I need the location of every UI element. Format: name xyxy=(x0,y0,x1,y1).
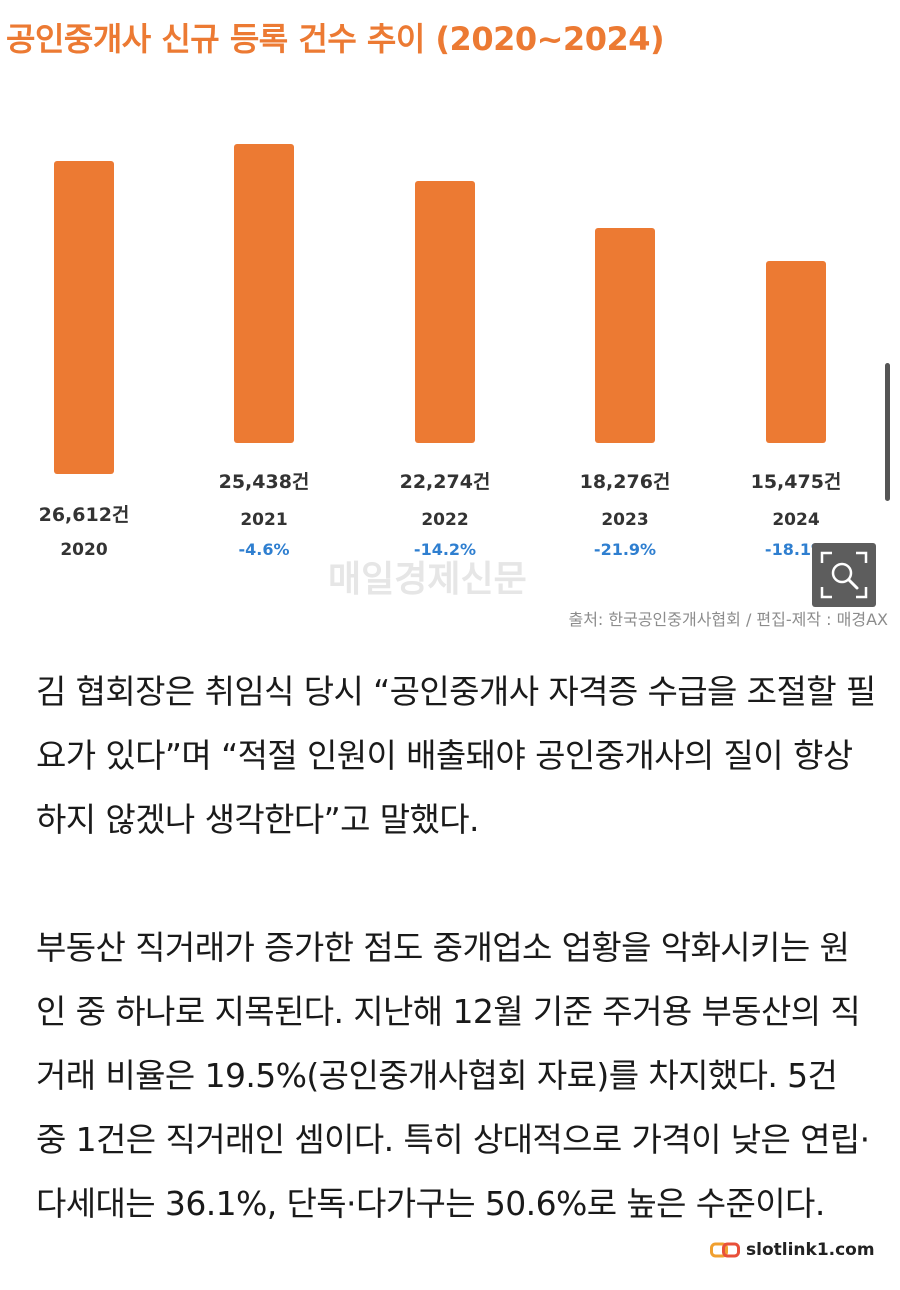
bar-2020 xyxy=(54,161,114,474)
value-label: 25,438건 xyxy=(219,471,310,493)
magnifier-icon xyxy=(820,551,868,599)
value-label: 15,475건 xyxy=(751,471,842,493)
category-label: 2023 xyxy=(601,510,648,530)
chart-source: 출처: 한국공인중개사협회 / 편집-제작 : 매경AX xyxy=(568,610,888,629)
bar-2021 xyxy=(234,144,294,443)
category-label: 2022 xyxy=(421,510,468,530)
value-label: 26,612건 xyxy=(39,504,130,526)
zoom-image-button[interactable] xyxy=(812,543,876,607)
scrollbar-thumb[interactable] xyxy=(885,363,890,501)
change-label: -18.1% xyxy=(765,540,827,559)
category-label: 2021 xyxy=(240,510,287,530)
value-label: 22,274건 xyxy=(400,471,491,493)
category-label: 2024 xyxy=(772,510,819,530)
site-logo: slotlink1.com xyxy=(706,1236,879,1264)
chart-title: 공인중개사 신규 등록 건수 추이 (2020~2024) xyxy=(6,20,665,58)
bar-2023 xyxy=(595,228,655,443)
change-label: -14.2% xyxy=(414,540,476,559)
category-label: 2020 xyxy=(60,540,107,560)
change-label: -4.6% xyxy=(238,540,289,559)
article-paragraph: 부동산 직거래가 증가한 점도 중개업소 업황을 악화시키는 원인 중 하나로 … xyxy=(36,928,870,1223)
change-label: -21.9% xyxy=(594,540,656,559)
value-label: 18,276건 xyxy=(580,471,671,493)
bar-2022 xyxy=(415,181,475,443)
logo-text: slotlink1.com xyxy=(746,1240,875,1260)
bar-2024 xyxy=(766,261,826,443)
watermark-text: 매일경제신문 xyxy=(328,559,527,600)
chain-link-icon xyxy=(710,1242,740,1258)
article-body: 김 협회장은 취임식 당시 “공인중개사 자격증 수급을 조절할 필요가 있다”… xyxy=(36,660,876,1236)
article-paragraph: 김 협회장은 취임식 당시 “공인중개사 자격증 수급을 조절할 필요가 있다”… xyxy=(36,672,876,839)
bar-chart: 26,612건 2020 25,438건 2021 -4.6% 22,274건 2022 -1… xyxy=(39,144,842,560)
